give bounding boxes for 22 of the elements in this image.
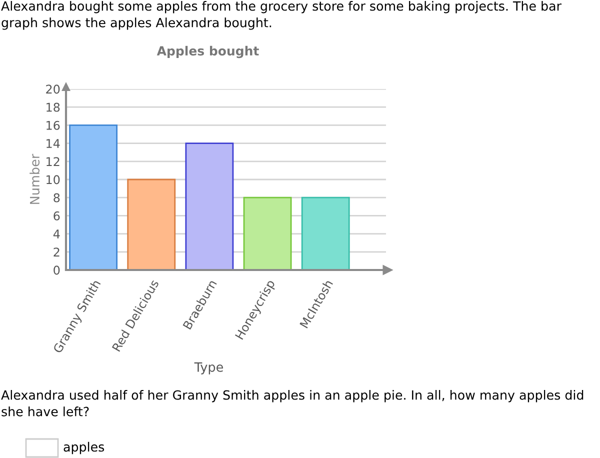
y-axis-title: Number <box>30 154 40 204</box>
text: apples <box>64 442 104 454</box>
bar <box>185 142 234 270</box>
y-tick-label: 0 <box>54 266 60 275</box>
y-tick-label: 2 <box>54 248 60 256</box>
y-tick-label: 4 <box>53 230 60 238</box>
y-tick-label: 20 <box>46 84 60 94</box>
y-tick-label: 16 <box>46 120 60 130</box>
chart-title: Apples bought <box>156 46 259 58</box>
y-tick-label: 18 <box>46 102 60 112</box>
bar <box>127 178 176 270</box>
y-tick-label: 10 <box>46 175 60 184</box>
text: Alexandra used half of her Granny Smith apples in an apple pie. In all, how many apples did she have left? <box>1 390 584 416</box>
x-axis-title: Type <box>194 362 223 374</box>
y-tick-label: 14 <box>46 139 60 148</box>
bar <box>301 196 350 270</box>
bar <box>243 196 292 270</box>
y-tick-label: 8 <box>54 193 60 202</box>
bar <box>69 124 118 270</box>
text: Alexandra bought some apples from the grocery store for some baking projects. The bar graph shows the apples Alexandra bought. <box>1 1 562 30</box>
y-tick-label: 6 <box>54 211 60 220</box>
y-tick-label: 12 <box>46 157 60 166</box>
